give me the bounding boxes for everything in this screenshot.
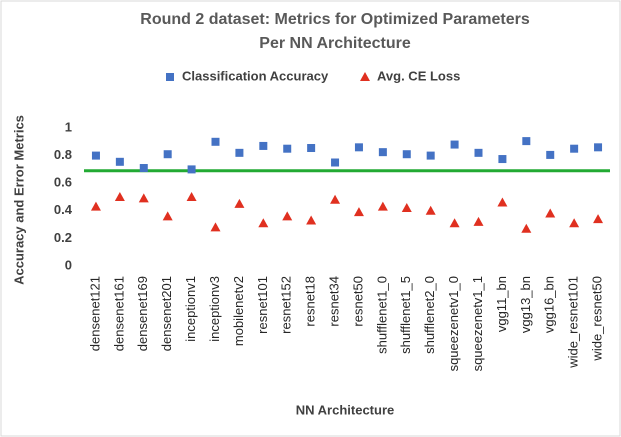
point bbox=[330, 194, 341, 204]
point bbox=[546, 150, 555, 159]
x-tick-label: squeezenetv1_1 bbox=[470, 276, 485, 371]
chart-title: Per NN Architecture bbox=[259, 35, 411, 52]
point bbox=[331, 158, 340, 167]
x-tick-label: wide_resnet101 bbox=[566, 276, 581, 369]
x-tick-label: squeezenetv1_0 bbox=[446, 276, 461, 371]
x-tick-label: shufflenet1_0 bbox=[374, 276, 389, 354]
x-tick-label: inceptionv3 bbox=[207, 276, 222, 342]
point bbox=[450, 140, 459, 149]
x-tick-label: resnet18 bbox=[303, 276, 318, 327]
x-tick-label: shufflenet2_0 bbox=[422, 276, 437, 354]
point bbox=[497, 197, 508, 207]
point bbox=[283, 144, 292, 153]
point bbox=[473, 216, 484, 226]
point bbox=[449, 218, 460, 228]
point bbox=[401, 203, 412, 213]
point bbox=[115, 157, 124, 166]
point bbox=[353, 207, 364, 217]
point bbox=[210, 222, 221, 232]
chart-title: Round 2 dataset: Metrics for Optimized P… bbox=[140, 11, 530, 28]
x-tick-label: densenet201 bbox=[159, 276, 174, 351]
point bbox=[426, 151, 435, 160]
point bbox=[545, 208, 556, 218]
x-tick-label: densenet121 bbox=[87, 276, 102, 351]
point bbox=[377, 201, 388, 211]
x-tick-label: densenet169 bbox=[135, 276, 150, 351]
legend-marker bbox=[166, 73, 174, 81]
y-tick-label: 0.6 bbox=[54, 175, 72, 190]
point bbox=[378, 148, 387, 157]
point bbox=[259, 141, 268, 150]
point bbox=[91, 151, 100, 160]
point bbox=[282, 211, 293, 221]
point bbox=[425, 205, 436, 215]
x-tick-label: vgg11_bn bbox=[494, 276, 509, 332]
legend-label: Classification Accuracy bbox=[182, 68, 329, 83]
point bbox=[162, 211, 173, 221]
point bbox=[402, 150, 411, 159]
x-tick-label: vgg16_bn bbox=[542, 276, 557, 333]
x-tick-label: resnet101 bbox=[255, 276, 270, 334]
x-tick-label: resnet50 bbox=[350, 276, 365, 327]
x-axis-title: NN Architecture bbox=[296, 402, 394, 417]
y-axis-title: Accuracy and Error Metrics bbox=[11, 115, 26, 285]
legend-label: Avg. CE Loss bbox=[377, 68, 460, 83]
x-tick-label: wide_resnet50 bbox=[589, 276, 604, 362]
point bbox=[521, 223, 532, 233]
x-tick-label: resnet152 bbox=[279, 276, 294, 334]
y-tick-label: 0.2 bbox=[54, 230, 72, 245]
point bbox=[569, 218, 580, 228]
point bbox=[306, 215, 317, 225]
y-tick-label: 0 bbox=[65, 257, 72, 272]
x-tick-label: shufflenet1_5 bbox=[398, 276, 413, 354]
x-tick-label: densenet161 bbox=[111, 276, 126, 351]
point bbox=[90, 201, 101, 211]
point bbox=[498, 155, 507, 164]
point bbox=[114, 192, 125, 201]
point bbox=[211, 137, 220, 146]
point bbox=[570, 144, 579, 153]
legend-marker bbox=[360, 72, 370, 81]
point bbox=[307, 144, 316, 153]
point bbox=[593, 214, 604, 224]
point bbox=[139, 164, 148, 173]
point bbox=[138, 193, 149, 203]
point bbox=[163, 150, 172, 159]
x-tick-label: resnet34 bbox=[326, 276, 341, 327]
point bbox=[258, 218, 269, 228]
x-tick-label: inceptionv1 bbox=[183, 276, 198, 342]
point bbox=[186, 192, 197, 201]
point bbox=[474, 148, 483, 157]
point bbox=[234, 198, 245, 208]
point bbox=[235, 148, 244, 157]
point bbox=[354, 143, 363, 152]
point bbox=[522, 137, 531, 146]
x-tick-label: vgg13_bn bbox=[518, 276, 533, 333]
y-tick-label: 0.8 bbox=[54, 147, 72, 162]
x-tick-label: mobilenetv2 bbox=[231, 276, 246, 346]
y-tick-label: 1 bbox=[65, 119, 72, 134]
point bbox=[594, 143, 603, 152]
y-tick-label: 0.4 bbox=[54, 202, 73, 217]
point bbox=[187, 165, 196, 174]
